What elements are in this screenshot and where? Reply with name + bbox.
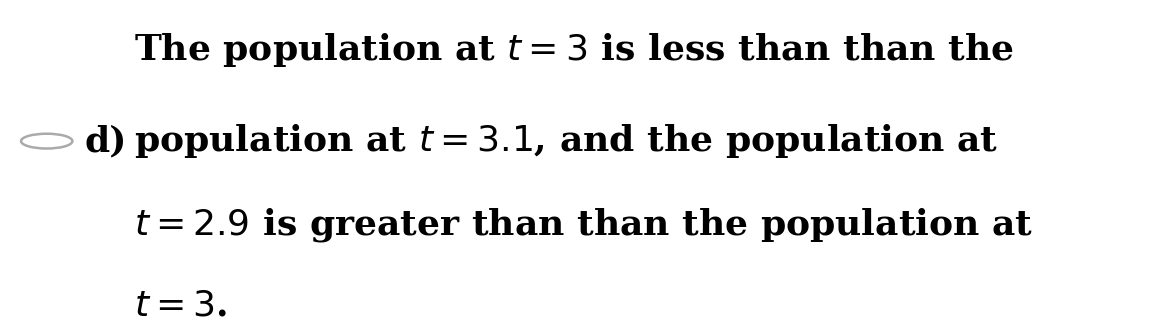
Text: $t = 2.9$ is greater than than the population at: $t = 2.9$ is greater than than the popul… <box>134 206 1034 244</box>
Text: population at $t = 3.1$, and the population at: population at $t = 3.1$, and the populat… <box>134 122 999 160</box>
Text: The population at $t = 3$ is less than than the: The population at $t = 3$ is less than t… <box>134 31 1014 70</box>
Text: d): d) <box>84 124 126 158</box>
Text: $t = 3$.: $t = 3$. <box>134 289 228 323</box>
